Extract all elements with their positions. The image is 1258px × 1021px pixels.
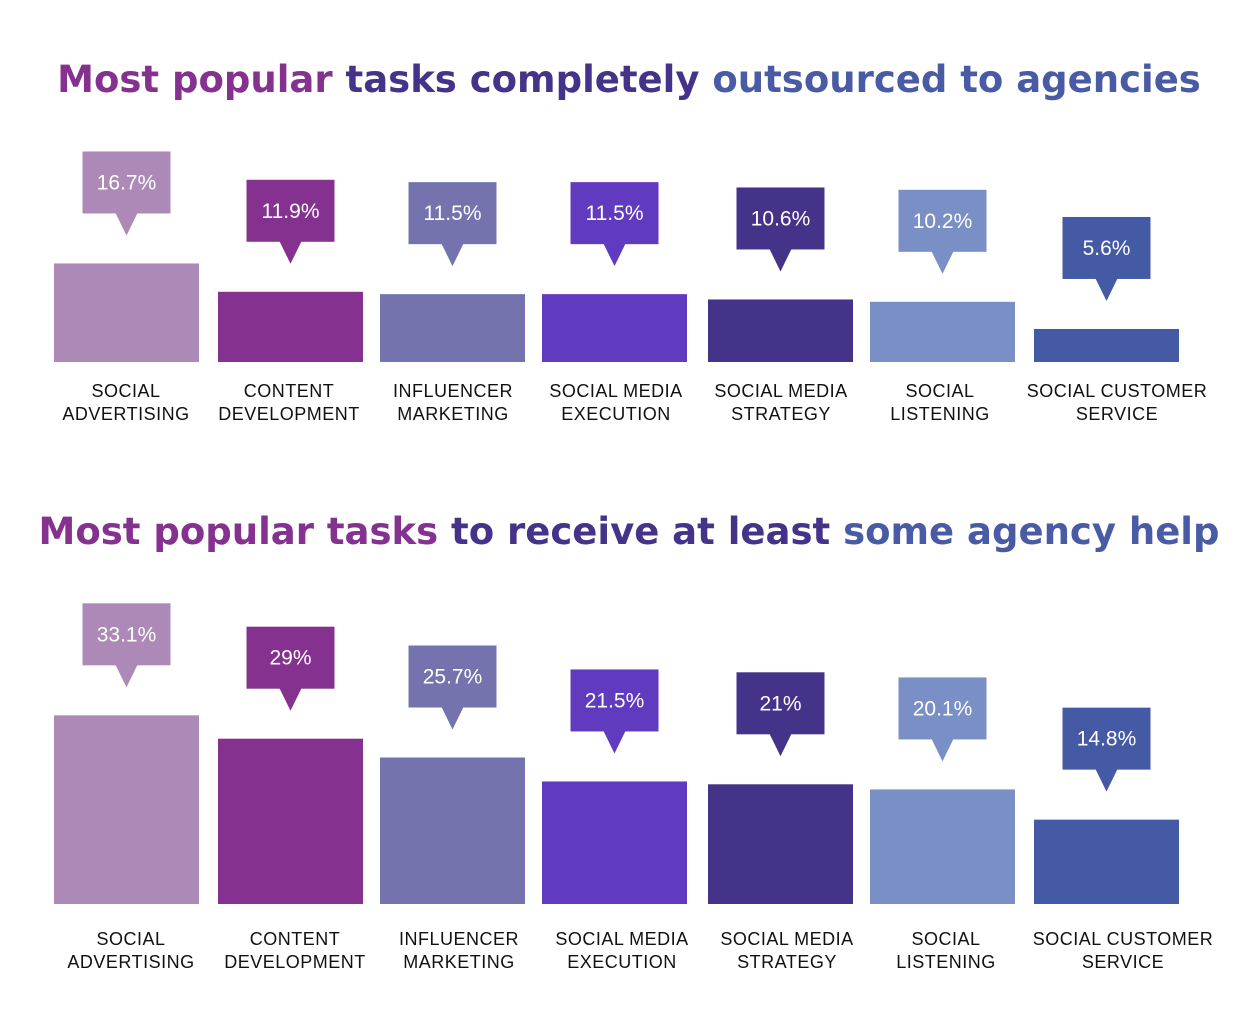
callout-pointer [769, 248, 792, 272]
category-label: MARKETING [397, 404, 509, 424]
bar [542, 294, 687, 362]
bar-chart-agency-help: 33.1% SOCIAL ADVERTISING 29% CONTENT DEVELOPM… [54, 603, 1214, 972]
category-label: ADVERTISING [62, 404, 189, 424]
data-label: 33.1% [97, 623, 157, 646]
bar [380, 294, 525, 362]
bar [54, 715, 199, 904]
value-callout [898, 677, 987, 740]
value-callout [246, 626, 335, 689]
category-label: MARKETING [403, 952, 515, 972]
category-label: CONTENT [244, 381, 335, 401]
category-label: INFLUENCER [393, 381, 513, 401]
callout-pointer [441, 243, 464, 267]
bar [1034, 328, 1179, 362]
callout-pointer [441, 707, 464, 730]
callout-pointer [279, 688, 302, 711]
category-label: DEVELOPMENT [218, 404, 360, 424]
category-label: SOCIAL [91, 381, 160, 401]
bar [54, 263, 199, 362]
callout-pointer [279, 241, 302, 264]
callout-pointer [1095, 769, 1118, 792]
data-label: 16.7% [97, 171, 157, 194]
title-part: tasks completely [345, 58, 713, 101]
value-callout [408, 645, 497, 708]
bar [218, 291, 363, 362]
data-label: 11.5% [586, 202, 644, 225]
callout-pointer [769, 733, 792, 757]
data-label: 5.6% [1083, 237, 1131, 260]
category-label: SOCIAL CUSTOMER [1027, 381, 1208, 401]
category-label: ADVERTISING [67, 952, 194, 972]
bar [708, 784, 853, 904]
value-callout [82, 151, 171, 214]
value-callout [246, 179, 335, 242]
data-label: 11.5% [424, 202, 482, 225]
callout-pointer [931, 738, 954, 762]
callout-pointer [1095, 278, 1118, 301]
value-callout [1062, 707, 1151, 770]
value-callout [82, 603, 171, 666]
data-label: 10.2% [913, 210, 973, 233]
category-label: SERVICE [1082, 952, 1164, 972]
category-label: LISTENING [896, 952, 996, 972]
category-label: SOCIAL MEDIA [720, 929, 853, 949]
category-label: SOCIAL CUSTOMER [1033, 929, 1214, 949]
bar [380, 757, 525, 904]
value-callout [736, 187, 825, 250]
title-part: some agency help [843, 510, 1220, 553]
callout-pointer [603, 730, 626, 754]
category-label: EXECUTION [561, 404, 671, 424]
category-label: SOCIAL [911, 929, 980, 949]
callout-pointer [931, 251, 954, 274]
callout-pointer [115, 664, 138, 688]
data-label: 11.9% [262, 200, 320, 223]
value-callout [408, 182, 497, 245]
bar [708, 299, 853, 362]
title-part: to receive at least [451, 510, 844, 553]
category-label: SOCIAL MEDIA [714, 381, 847, 401]
title-part: Most popular tasks [38, 510, 452, 553]
data-label: 14.8% [1077, 728, 1137, 751]
category-label: LISTENING [890, 404, 990, 424]
bar [870, 789, 1015, 904]
bar [218, 738, 363, 904]
callout-pointer [603, 243, 626, 267]
category-label: EXECUTION [567, 952, 677, 972]
category-label: SOCIAL [96, 929, 165, 949]
bar [870, 301, 1015, 362]
value-callout [898, 189, 987, 252]
chart-title-agency-help: Most popular tasks to receive at least s… [0, 510, 1258, 553]
category-label: SOCIAL MEDIA [555, 929, 688, 949]
data-label: 21.5% [585, 689, 645, 712]
title-part: outsourced to agencies [712, 58, 1201, 101]
callout-pointer [115, 212, 138, 236]
data-label: 29% [269, 647, 311, 670]
category-label: INFLUENCER [399, 929, 519, 949]
category-label: SOCIAL MEDIA [549, 381, 682, 401]
bar [1034, 819, 1179, 904]
data-label: 20.1% [913, 697, 973, 720]
value-callout [736, 672, 825, 735]
category-label: SOCIAL [905, 381, 974, 401]
data-label: 21% [759, 692, 801, 715]
category-label: SERVICE [1076, 404, 1158, 424]
category-label: DEVELOPMENT [224, 952, 366, 972]
bar [542, 781, 687, 904]
bar-chart-outsourced: 16.7% SOCIAL ADVERTISING 11.9% CONTENT DEVELO… [54, 151, 1208, 424]
category-label: STRATEGY [731, 404, 831, 424]
category-label: STRATEGY [737, 952, 837, 972]
value-callout [1062, 216, 1151, 279]
value-callout [570, 182, 659, 245]
category-label: CONTENT [250, 929, 341, 949]
chart-title-outsourced: Most popular tasks completely outsourced… [0, 58, 1258, 101]
title-part: Most popular [57, 58, 346, 101]
data-label: 10.6% [751, 207, 811, 230]
data-label: 25.7% [423, 666, 483, 689]
value-callout [570, 669, 659, 732]
